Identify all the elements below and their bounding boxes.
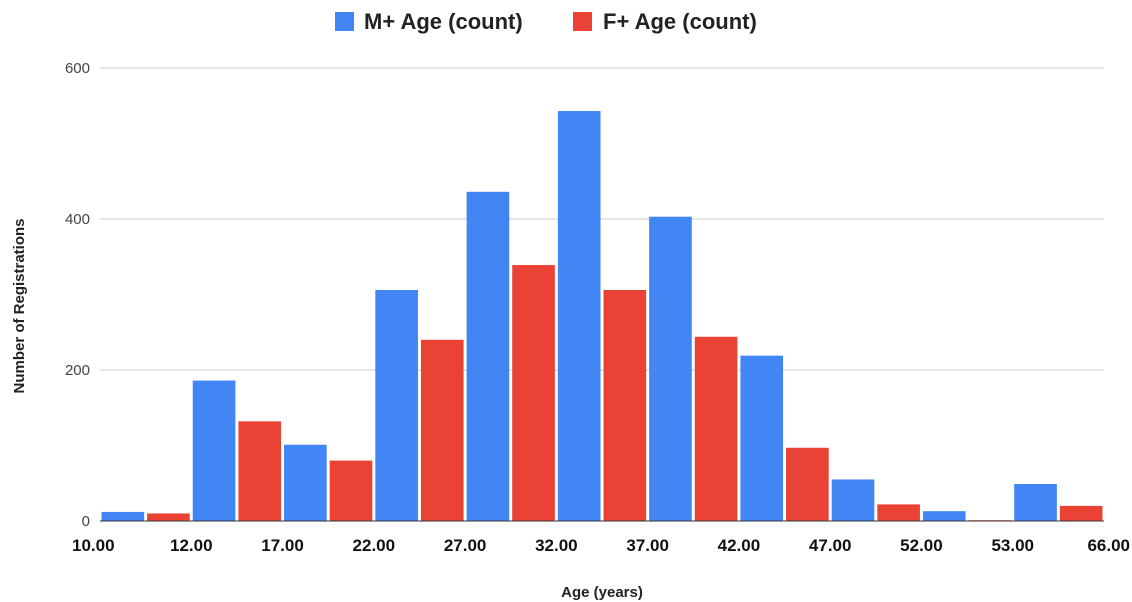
bar-m [831,479,875,521]
bar-m [740,355,784,521]
y-tick-label: 200 [65,362,90,379]
bar-f [238,421,282,521]
y-axis-ticks: 0 200 400 600 [65,60,90,530]
x-tick-label: 22.00 [353,536,396,555]
legend-item-m[interactable]: M+ Age (count) [335,9,523,34]
x-tick-label: 10.00 [72,536,115,555]
gridlines [100,67,1104,371]
bar-f [603,289,647,521]
x-tick-label: 27.00 [444,536,487,555]
x-tick-label: 52.00 [900,536,943,555]
x-axis-ticks: 10.00 12.00 17.00 22.00 27.00 32.00 37.00 42.00… [72,536,1130,555]
bars [101,111,1103,522]
x-tick-label: 37.00 [626,536,669,555]
y-axis-title: Number of Registrations [11,218,28,393]
bar-m [1014,484,1057,521]
bar-m [466,191,510,521]
x-tick-label: 66.00 [1087,536,1130,555]
legend-label-m: M+ Age (count) [364,9,523,34]
legend: M+ Age (count) F+ Age (count) [335,9,757,34]
x-axis-title: Age (years) [561,584,643,601]
bar-m [375,289,418,521]
bar-m [284,444,327,521]
bar-m [101,511,145,521]
bar-f [147,513,190,521]
y-tick-label: 0 [82,513,90,530]
bar-m [557,111,601,521]
bar-f [512,265,555,521]
bar-f [877,504,920,521]
bar-f [329,460,373,521]
y-tick-label: 400 [65,211,90,228]
bar-m [922,511,966,521]
x-tick-label: 32.00 [535,536,578,555]
bar-f [420,339,464,521]
y-tick-label: 600 [65,60,90,77]
bar-m [649,216,692,522]
legend-item-f[interactable]: F+ Age (count) [573,9,757,34]
x-tick-label: 47.00 [809,536,852,555]
x-tick-label: 17.00 [261,536,304,555]
x-tick-label: 42.00 [718,536,761,555]
x-tick-label: 12.00 [170,536,213,555]
x-tick-label: 53.00 [991,536,1034,555]
bar-m [192,380,236,521]
legend-label-f: F+ Age (count) [603,9,757,34]
bar-f [694,336,738,521]
bar-f [786,447,829,521]
legend-swatch-m [335,12,354,31]
bar-f [1059,505,1103,521]
legend-swatch-f [573,12,592,31]
